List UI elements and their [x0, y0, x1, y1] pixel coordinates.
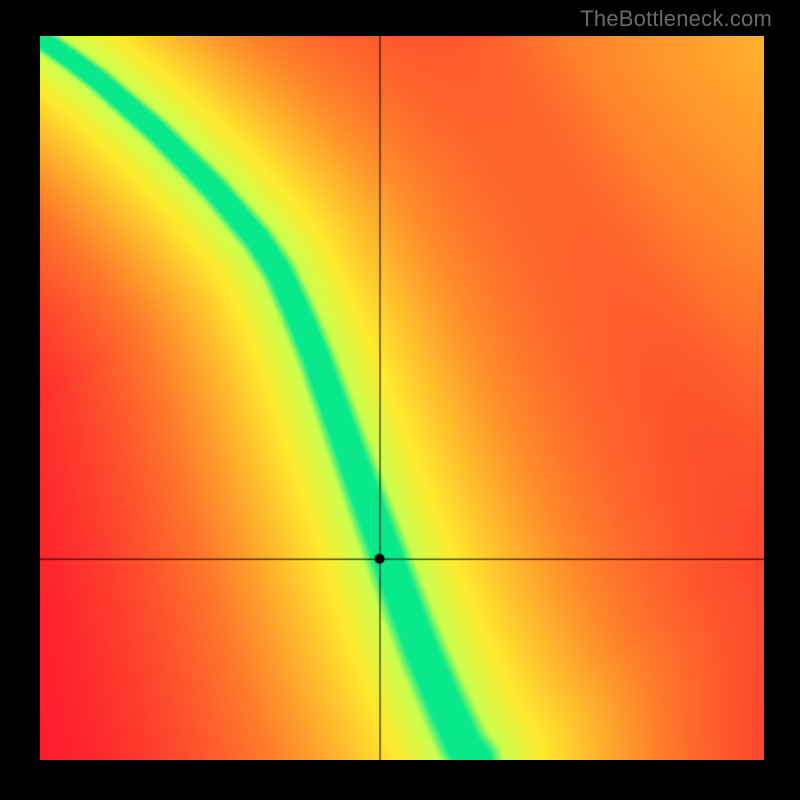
heatmap-plot — [40, 36, 764, 760]
heatmap-canvas — [40, 36, 764, 760]
watermark-text: TheBottleneck.com — [580, 6, 772, 32]
chart-container: TheBottleneck.com — [0, 0, 800, 800]
